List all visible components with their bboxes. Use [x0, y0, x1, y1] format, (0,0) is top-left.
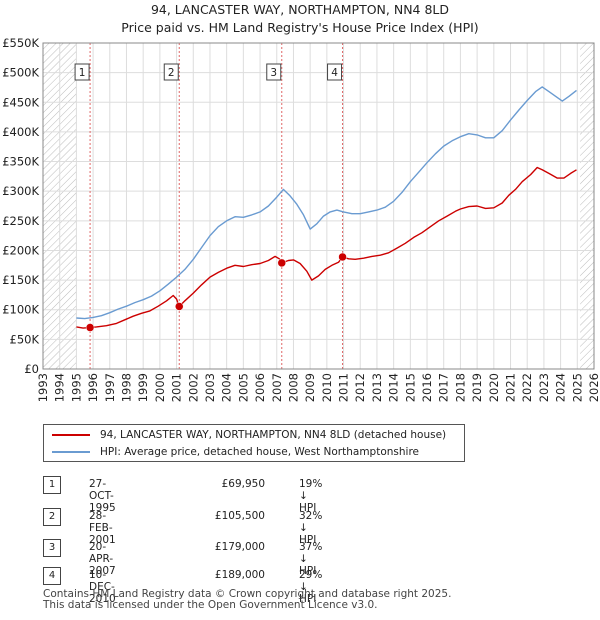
sale-marker-box: [163, 63, 179, 81]
sale-marker-label: 1: [79, 67, 86, 79]
x-tick-label: 2011: [337, 373, 351, 402]
sale-point: [174, 302, 184, 311]
sale-hpi-diff: 37% ↓ HPI: [299, 541, 323, 577]
legend-line-hpi: [52, 451, 90, 453]
sale-point: [338, 252, 347, 262]
y-tick-label: £350K: [2, 155, 39, 169]
x-tick-label: 1996: [86, 373, 100, 402]
y-tick-label: £450K: [2, 95, 39, 109]
footer-attribution: Contains HM Land Registry data © Crown c…: [43, 589, 451, 611]
x-tick-label: 1995: [69, 373, 83, 402]
sale-hpi-diff: 19% ↓ HPI: [299, 478, 323, 514]
y-tick-label: £300K: [2, 184, 39, 198]
x-tick-label: 2010: [320, 373, 334, 402]
y-tick-label: £150K: [2, 273, 39, 287]
sale-marker-label: 4: [331, 67, 338, 79]
x-tick-label: 2020: [487, 373, 501, 402]
y-tick-label: £500K: [2, 66, 39, 80]
x-tick-label: 2002: [186, 373, 200, 402]
sale-date: 20-APR-2007: [89, 541, 116, 577]
sale-number-badge: 4: [43, 567, 61, 585]
sale-price: £105,500: [214, 510, 265, 522]
chart-subtitle: Price paid vs. HM Land Registry's House …: [121, 20, 478, 35]
x-tick-label: 2025: [570, 373, 584, 402]
x-tick-label: 2001: [170, 373, 184, 402]
x-tick-label: 2019: [470, 373, 484, 402]
property-price-line: [76, 166, 577, 329]
x-tick-label: 2026: [587, 373, 600, 402]
plot-area: [43, 43, 594, 369]
x-tick-label: 2015: [403, 373, 417, 402]
x-tick-label: 2023: [537, 373, 551, 402]
sale-date: 27-OCT-1995: [89, 478, 116, 514]
x-tick-label: 1993: [36, 373, 50, 402]
sale-date: 28-FEB-2001: [89, 510, 116, 546]
legend: 94, LANCASTER WAY, NORTHAMPTON, NN4 8LD …: [43, 424, 465, 462]
x-tick-label: 1997: [103, 373, 117, 402]
sale-price: £179,000: [214, 541, 265, 553]
chart-title: 94, LANCASTER WAY, NORTHAMPTON, NN4 8LD: [151, 2, 449, 17]
sale-marker-box: [266, 63, 282, 81]
footer-copyright: Contains HM Land Registry data © Crown c…: [43, 588, 452, 600]
sale-number-badge: 2: [43, 508, 61, 526]
footer-license: This data is licensed under the Open Gov…: [43, 599, 378, 611]
legend-label-property: 94, LANCASTER WAY, NORTHAMPTON, NN4 8LD …: [100, 429, 447, 441]
sale-point: [277, 258, 287, 268]
sale-price: £189,000: [214, 569, 265, 581]
x-tick-label: 1998: [119, 373, 133, 402]
y-tick-label: £250K: [2, 214, 39, 228]
x-tick-label: 2000: [153, 373, 167, 402]
x-tick-label: 2007: [270, 373, 284, 402]
x-tick-label: 2004: [220, 373, 234, 402]
x-tick-label: 2018: [453, 373, 467, 402]
sale-number-badge: 1: [43, 476, 61, 494]
sale-hpi-diff: 29% ↓ HPI: [299, 569, 323, 605]
sale-marker-label: 2: [168, 67, 175, 79]
y-tick-label: £200K: [2, 243, 39, 257]
sale-marker-label: 3: [270, 67, 277, 79]
x-tick-label: 2012: [353, 373, 367, 402]
x-tick-label: 2009: [303, 373, 317, 402]
plot-frame: [42, 42, 595, 370]
sale-marker-box: [327, 63, 343, 81]
x-tick-label: 2017: [437, 373, 451, 402]
price-chart: 94, LANCASTER WAY, NORTHAMPTON, NN4 8LD …: [2, 2, 600, 402]
x-tick-label: 2024: [554, 373, 568, 402]
x-tick-label: 1994: [53, 373, 67, 402]
y-tick-label: £50K: [10, 332, 40, 346]
x-tick-label: 2014: [387, 373, 401, 402]
x-tick-label: 1999: [136, 373, 150, 402]
x-tick-label: 2022: [520, 373, 534, 402]
y-tick-label: £400K: [2, 125, 39, 139]
sale-number-badge: 3: [43, 539, 61, 557]
sale-hpi-diff: 32% ↓ HPI: [299, 510, 323, 546]
x-tick-label: 2013: [370, 373, 384, 402]
hatched-region: [580, 43, 594, 369]
sale-point: [85, 323, 95, 332]
sale-marker-box: [74, 63, 90, 81]
legend-line-property: [52, 434, 90, 436]
y-tick-label: £100K: [2, 303, 39, 317]
x-tick-label: 2016: [420, 373, 434, 402]
legend-label-hpi: HPI: Average price, detached house, West…: [100, 446, 419, 458]
y-tick-label: £0: [24, 362, 39, 376]
x-tick-label: 2003: [203, 373, 217, 402]
y-tick-label: £550K: [2, 36, 39, 50]
sale-price: £69,950: [221, 478, 265, 490]
x-tick-label: 2021: [504, 373, 518, 402]
x-tick-label: 2006: [253, 373, 267, 402]
x-tick-label: 2005: [236, 373, 250, 402]
hpi-line: [76, 86, 577, 320]
x-tick-label: 2008: [286, 373, 300, 402]
sale-date: 10-DEC-2010: [89, 569, 116, 605]
